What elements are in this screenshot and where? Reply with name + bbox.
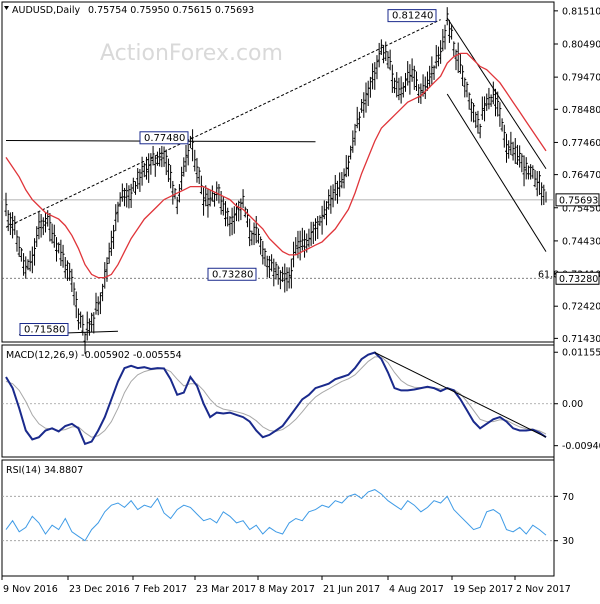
price-trendline [5, 19, 441, 228]
macd-line [5, 351, 547, 446]
time-tick-label: 19 Sep 2017 [453, 584, 513, 595]
price-annotation-label: 0.71580 [24, 325, 65, 336]
price-tick-label: 0.72420 [562, 302, 600, 313]
price-annotation-label: 0.81240 [392, 11, 433, 22]
macd-tick-label: -0.009408 [562, 441, 600, 452]
fib-level-label: 61.8 [538, 269, 559, 280]
current-price-tag: 0.75693 [559, 195, 598, 206]
time-tick-label: 7 Feb 2017 [134, 584, 187, 595]
fib-price-tag: 0.73280 [559, 274, 598, 285]
rsi-lines [5, 489, 547, 542]
rsi-title: RSI(14) 34.8807 [6, 465, 83, 476]
current-price-tag-box [555, 193, 600, 207]
price-axis: 0.81510 0.80490 0.79470 0.78480 0.77460 0.764… [554, 6, 600, 345]
price-tick-label: 0.77460 [562, 138, 600, 149]
price-tick-label: 0.81510 [562, 6, 600, 17]
rsi-axis: 70 30 [2, 492, 574, 547]
symbol-dropdown-icon[interactable] [4, 6, 9, 10]
price-trendline [446, 17, 547, 170]
rsi-line [5, 489, 547, 542]
time-tick-label: 8 May 2017 [259, 584, 315, 595]
macd-tick-label: 0.01155 [562, 348, 600, 359]
price-tick-label: 0.75450 [562, 203, 600, 214]
fib-price-tag-box [555, 271, 600, 285]
time-tick-label: 9 Nov 2016 [3, 584, 58, 595]
rsi-tick-label: 30 [562, 536, 574, 547]
macd-tick-label: 0.00 [562, 399, 583, 410]
price-annotation-box [139, 131, 189, 145]
ohlc-values: 0.75754 0.75950 0.75615 0.75693 [88, 5, 254, 16]
price-trendline [446, 93, 547, 252]
time-tick-label: 2 Nov 2017 [516, 584, 571, 595]
price-tick-label: 0.78480 [562, 105, 600, 116]
time-tick-label: 4 Aug 2017 [389, 584, 444, 595]
price-tick-label: 0.74430 [562, 236, 600, 247]
price-annotation-box [19, 323, 69, 337]
price-annotations: 0.81240 0.77480 0.73280 0.71580 0.73280 0.756… [19, 9, 600, 337]
price-tick-label: 0.76470 [562, 170, 600, 181]
price-tick-label: 0.79470 [562, 73, 600, 84]
price-annotation-box [387, 9, 437, 23]
moving-average-line [5, 52, 547, 279]
price-annotation-label: 0.77480 [144, 133, 185, 144]
time-tick-label: 23 Dec 2016 [69, 584, 130, 595]
macd-trendline [374, 352, 547, 438]
price-annotation-box [207, 267, 257, 281]
time-tick-label: 21 Jun 2017 [323, 584, 380, 595]
watermark: ActionForex.com [100, 41, 283, 66]
time-tick-label: 23 Mar 2017 [196, 584, 256, 595]
macd-lines [5, 351, 547, 446]
price-tick-label: 0.80490 [562, 39, 600, 50]
price-tick-label: 0.71430 [562, 334, 600, 345]
macd-title: MACD(12,26,9) -0.005902 -0.005554 [6, 350, 182, 361]
price-annotation-label: 0.73280 [212, 269, 253, 280]
symbol-label: AUDUSD,Daily [12, 5, 81, 16]
rsi-tick-label: 70 [562, 492, 574, 503]
price-bars [4, 7, 547, 354]
time-axis: 9 Nov 2016 23 Dec 2016 7 Feb 2017 23 Mar 20… [1, 576, 571, 595]
